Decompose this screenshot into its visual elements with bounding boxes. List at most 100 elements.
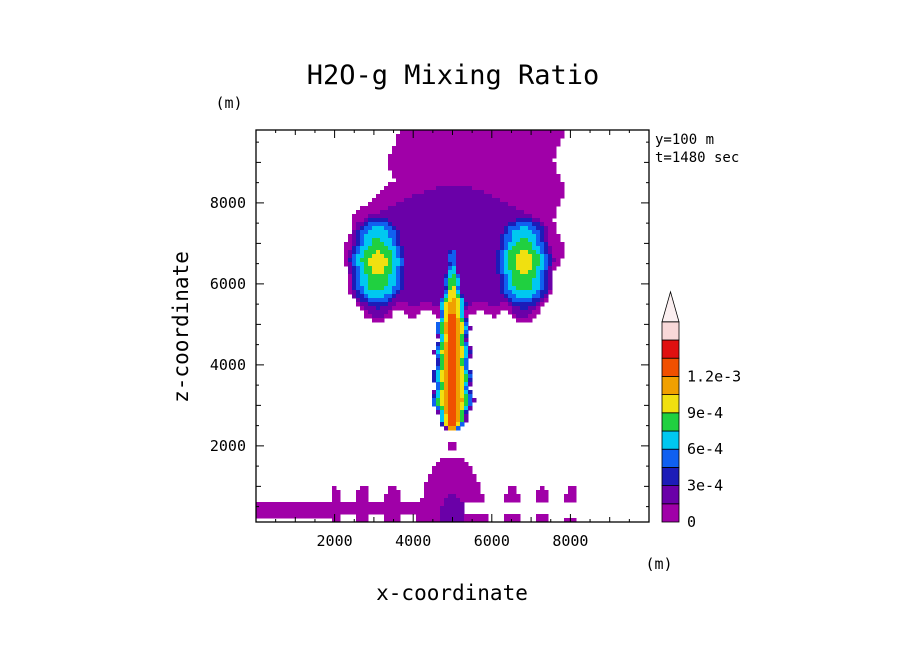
contour-cell — [456, 322, 461, 327]
contour-cell — [500, 258, 505, 263]
contour-cell — [396, 278, 401, 283]
contour-cell — [464, 338, 469, 343]
contour-cell — [520, 270, 529, 275]
contour-cell — [388, 162, 557, 167]
contour-cell — [400, 270, 405, 275]
contour-cell — [380, 190, 425, 195]
contour-cell — [360, 270, 365, 275]
contour-cell — [356, 274, 361, 279]
contour-cell — [516, 286, 533, 291]
contour-cell — [372, 270, 385, 275]
contour-cell — [504, 286, 509, 291]
contour-cell — [368, 302, 389, 307]
contour-cell — [504, 238, 513, 243]
contour-cell — [368, 286, 385, 291]
contour-cell — [396, 238, 401, 243]
contour-cell — [500, 282, 505, 287]
contour-cell — [352, 230, 357, 235]
contour-cell — [356, 282, 361, 287]
contour-cell — [464, 318, 469, 323]
contour-cell — [416, 514, 441, 519]
contour-cell — [436, 398, 441, 403]
contour-cell — [368, 310, 389, 315]
contour-cell — [448, 282, 457, 287]
contour-cell — [448, 362, 457, 367]
contour-cell — [440, 334, 445, 339]
contour-cell — [464, 330, 469, 335]
contour-cell — [448, 258, 457, 263]
contour-cell — [360, 274, 369, 279]
contour-cell — [396, 234, 401, 239]
contour-cell — [540, 218, 553, 223]
contour-cell — [516, 222, 533, 227]
contour-cell — [536, 250, 541, 255]
contour-cell — [440, 302, 445, 307]
contour-cell — [456, 494, 485, 499]
contour-cell — [360, 206, 389, 211]
contour-cell — [464, 398, 469, 403]
contour-cell — [368, 246, 389, 251]
contour-cell — [496, 270, 501, 275]
contour-cell — [544, 266, 549, 271]
contour-cell — [420, 498, 445, 503]
contour-cell — [456, 398, 465, 403]
contour-cell — [456, 354, 461, 359]
contour-cell — [460, 422, 465, 427]
contour-cell — [352, 238, 357, 243]
contour-cell — [384, 286, 393, 291]
contour-cell — [408, 302, 421, 307]
contour-cell — [536, 238, 541, 243]
contour-cell — [388, 282, 397, 287]
contour-cell — [448, 326, 457, 331]
contour-cell — [356, 266, 361, 271]
contour-cell — [400, 238, 501, 243]
contour-cell — [384, 270, 393, 275]
contour-cell — [456, 318, 461, 323]
contour-cell — [448, 390, 457, 395]
contour-cell — [456, 358, 461, 363]
contour-cell — [356, 278, 361, 283]
contour-cell — [332, 498, 341, 503]
contour-cell — [360, 242, 365, 247]
contour-field — [256, 130, 577, 522]
contour-cell — [440, 390, 445, 395]
contour-cell — [436, 314, 441, 319]
contour-cell — [444, 382, 449, 387]
contour-cell — [388, 230, 397, 235]
contour-cell — [460, 406, 465, 411]
contour-cell — [440, 394, 445, 399]
contour-cell — [460, 310, 465, 315]
contour-cell — [460, 314, 465, 319]
contour-cell — [532, 258, 541, 263]
contour-cell — [436, 390, 441, 395]
contour-cell — [348, 286, 353, 291]
contour-cell — [456, 402, 461, 407]
contour-cell — [348, 262, 353, 267]
contour-cell — [508, 294, 517, 299]
contour-cell — [364, 310, 369, 315]
contour-cell — [432, 394, 437, 399]
contour-cell — [392, 290, 397, 295]
contour-cell — [256, 514, 341, 519]
contour-cell — [456, 290, 461, 295]
contour-cell — [444, 390, 449, 395]
contour-cell — [468, 350, 473, 355]
contour-cell — [536, 242, 545, 247]
contour-cell — [348, 274, 353, 279]
contour-cell — [440, 458, 465, 463]
contour-cell — [548, 262, 553, 267]
contour-cell — [368, 278, 389, 283]
contour-cell — [396, 294, 445, 299]
contour-cell — [456, 342, 461, 347]
contour-cell — [540, 270, 545, 275]
contour-cell — [504, 498, 521, 503]
contour-cell — [348, 282, 353, 287]
contour-cell — [376, 250, 381, 255]
contour-cell — [548, 246, 553, 251]
contour-cell — [456, 266, 497, 271]
contour-cell — [460, 410, 465, 415]
contour-cell — [352, 282, 357, 287]
contour-cell — [432, 310, 441, 315]
contour-cell — [392, 238, 397, 243]
contour-cell — [468, 370, 473, 375]
